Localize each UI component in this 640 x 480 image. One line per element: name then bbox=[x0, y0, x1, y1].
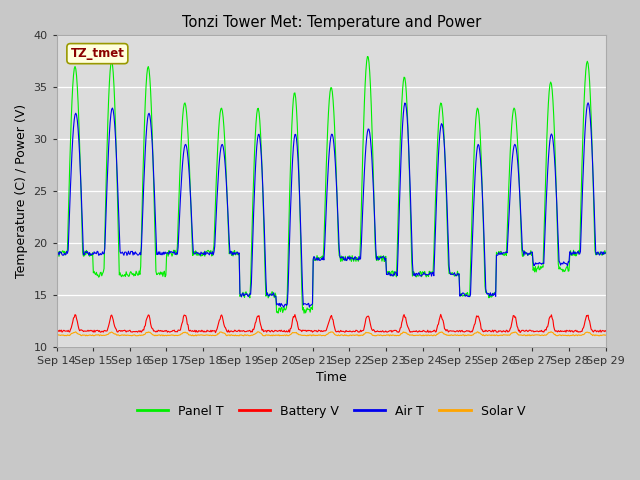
Battery V bbox=[119, 327, 127, 333]
Panel T bbox=[415, 272, 423, 278]
Y-axis label: Temperature (C) / Power (V): Temperature (C) / Power (V) bbox=[15, 104, 28, 278]
Air T bbox=[63, 249, 70, 254]
Solar V bbox=[119, 332, 127, 338]
Line: Solar V: Solar V bbox=[57, 332, 605, 336]
Air T bbox=[119, 251, 127, 256]
Panel T bbox=[175, 198, 182, 204]
Text: TZ_tmet: TZ_tmet bbox=[70, 47, 124, 60]
Panel T bbox=[364, 54, 371, 60]
Title: Tonzi Tower Met: Temperature and Power: Tonzi Tower Met: Temperature and Power bbox=[182, 15, 481, 30]
Air T bbox=[584, 100, 592, 106]
Battery V bbox=[437, 312, 445, 317]
Panel T bbox=[53, 248, 61, 253]
X-axis label: Time: Time bbox=[316, 372, 346, 384]
Line: Panel T: Panel T bbox=[57, 57, 605, 313]
Solar V bbox=[399, 330, 406, 336]
Panel T bbox=[399, 78, 407, 84]
Air T bbox=[53, 251, 61, 257]
Air T bbox=[602, 250, 609, 256]
Battery V bbox=[415, 328, 422, 334]
Air T bbox=[280, 304, 287, 310]
Battery V bbox=[212, 330, 220, 336]
Solar V bbox=[474, 329, 481, 335]
Panel T bbox=[602, 251, 609, 256]
Line: Battery V: Battery V bbox=[57, 314, 605, 333]
Battery V bbox=[399, 317, 406, 323]
Air T bbox=[415, 270, 422, 276]
Air T bbox=[399, 122, 406, 128]
Line: Air T: Air T bbox=[57, 103, 605, 307]
Solar V bbox=[415, 333, 422, 338]
Air T bbox=[175, 228, 182, 234]
Panel T bbox=[63, 249, 70, 254]
Panel T bbox=[119, 273, 127, 279]
Solar V bbox=[175, 332, 182, 338]
Solar V bbox=[53, 333, 61, 338]
Panel T bbox=[300, 311, 308, 316]
Solar V bbox=[204, 332, 212, 338]
Solar V bbox=[386, 333, 394, 339]
Battery V bbox=[63, 328, 70, 334]
Battery V bbox=[602, 328, 609, 334]
Battery V bbox=[53, 329, 61, 335]
Battery V bbox=[204, 328, 212, 334]
Panel T bbox=[204, 248, 212, 253]
Solar V bbox=[602, 332, 609, 338]
Legend: Panel T, Battery V, Air T, Solar V: Panel T, Battery V, Air T, Solar V bbox=[132, 400, 530, 423]
Air T bbox=[204, 251, 212, 256]
Solar V bbox=[63, 333, 70, 338]
Battery V bbox=[175, 327, 182, 333]
